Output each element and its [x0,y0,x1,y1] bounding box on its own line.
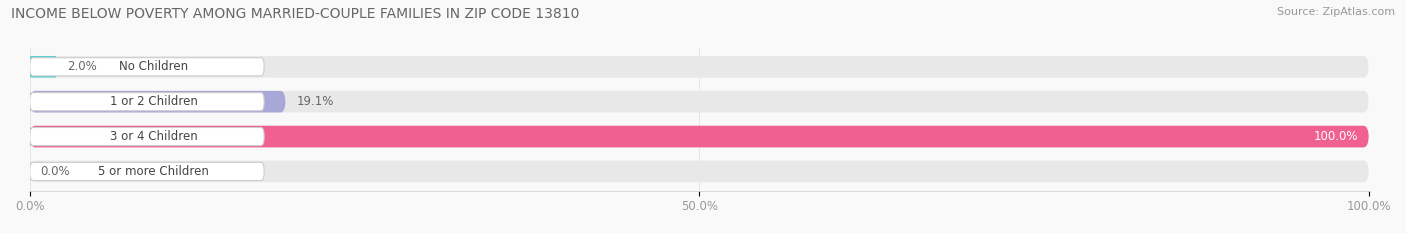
Text: No Children: No Children [120,60,188,73]
FancyBboxPatch shape [30,58,264,76]
FancyBboxPatch shape [30,91,1369,113]
Text: 1 or 2 Children: 1 or 2 Children [110,95,198,108]
Circle shape [27,93,34,111]
FancyBboxPatch shape [30,93,264,111]
FancyBboxPatch shape [30,56,56,78]
Circle shape [27,127,34,146]
Circle shape [27,162,34,181]
Text: 100.0%: 100.0% [1313,130,1358,143]
FancyBboxPatch shape [30,91,285,113]
Text: 2.0%: 2.0% [67,60,97,73]
Text: 3 or 4 Children: 3 or 4 Children [110,130,197,143]
Text: 0.0%: 0.0% [41,165,70,178]
FancyBboxPatch shape [30,127,264,146]
Text: 5 or more Children: 5 or more Children [98,165,209,178]
FancyBboxPatch shape [30,161,1369,182]
FancyBboxPatch shape [30,162,264,181]
Text: 19.1%: 19.1% [297,95,333,108]
FancyBboxPatch shape [30,126,1369,147]
Circle shape [27,58,34,76]
FancyBboxPatch shape [30,126,1369,147]
FancyBboxPatch shape [30,56,1369,78]
Text: INCOME BELOW POVERTY AMONG MARRIED-COUPLE FAMILIES IN ZIP CODE 13810: INCOME BELOW POVERTY AMONG MARRIED-COUPL… [11,7,579,21]
Text: Source: ZipAtlas.com: Source: ZipAtlas.com [1277,7,1395,17]
